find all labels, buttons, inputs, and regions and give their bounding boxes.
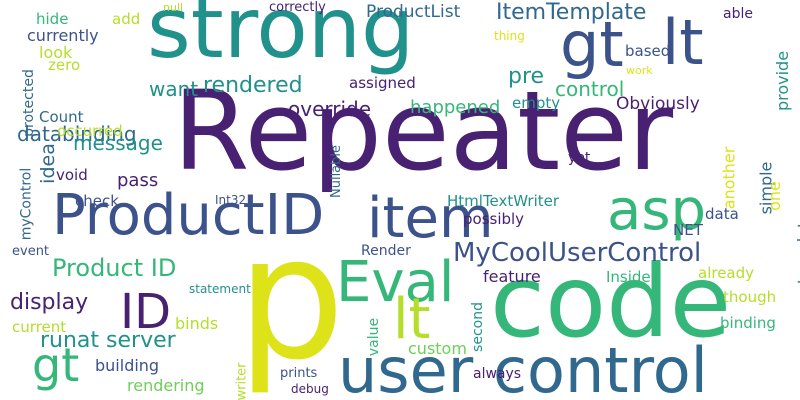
word-repeater: Repeater (173, 67, 674, 195)
word-protected: protected (20, 69, 37, 137)
word-happened: happened (410, 97, 501, 118)
word-int32: Int32 (215, 193, 247, 207)
word-correctly: correctly (269, 0, 326, 15)
word-binding: binding (720, 314, 776, 332)
word-render: Render (361, 243, 411, 259)
word-rendering: rendering (127, 376, 205, 395)
word-second: second (469, 302, 486, 352)
word-current: current (12, 318, 67, 336)
word-work: work (626, 64, 653, 77)
word-control: control (555, 77, 625, 101)
word-id: ID (120, 284, 172, 340)
word-lt: lt (393, 287, 431, 352)
word-one: one (764, 181, 784, 211)
word-thing: thing (494, 29, 525, 43)
word-building: building (95, 356, 160, 375)
word-mycontrol: myControl (18, 167, 35, 241)
word-productid: ProductID (52, 183, 325, 248)
word-provide: provide (773, 50, 793, 112)
word-though: though (723, 288, 777, 306)
word-feature: feature (483, 267, 541, 286)
word-zero: zero (48, 56, 81, 74)
word-count: Count (39, 108, 84, 126)
word-user-control: user control (338, 334, 708, 400)
word-asp: asp (607, 178, 707, 243)
word-add: add (112, 10, 141, 28)
word-net: NET (673, 221, 703, 239)
word-item: item (367, 186, 494, 251)
word-obviously: Obviously (616, 94, 700, 114)
word-yet: yet (568, 150, 591, 166)
word-mycoolusercontrol: MyCoolUserControl (453, 238, 702, 268)
word-eval: Eval (336, 250, 455, 315)
word-code: code (490, 243, 732, 360)
word-assigned: assigned (349, 74, 416, 92)
word-inside: Inside (606, 268, 651, 286)
word-based: based (625, 42, 671, 60)
word-able: able (723, 6, 753, 22)
word-occurred: occurred (57, 122, 123, 140)
word-prints: prints (280, 366, 318, 381)
word-itemtemplate: ItemTemplate (496, 0, 647, 25)
word-productlist: ProductList (366, 2, 461, 22)
word-look: look (39, 43, 73, 62)
word-event: event (12, 244, 50, 259)
word-data: data (705, 205, 739, 223)
word-empty: empty (512, 94, 561, 112)
word-strong: strong (147, 0, 415, 77)
word-writer: writer (234, 362, 250, 400)
word-pre: pre (508, 64, 545, 89)
word-pass: pass (117, 170, 159, 191)
word-p: p (237, 200, 345, 398)
word-gt: gt (32, 338, 80, 392)
word-message: message (73, 131, 163, 155)
word-rendered: rendered (203, 73, 303, 98)
word-always: always (473, 366, 522, 382)
word-databinding: databinding (17, 122, 137, 146)
word-statement: statement (189, 282, 251, 296)
word-value: value (366, 317, 383, 357)
word-currently: currently (27, 26, 99, 45)
word-nullable: Nullable (329, 144, 345, 199)
word-want: want (149, 77, 199, 101)
word-override: override (288, 97, 372, 121)
word-idea: idea (36, 143, 59, 184)
word-null: null (163, 1, 184, 14)
word-custom: custom (408, 339, 467, 358)
word-product-id: Product ID (52, 254, 177, 282)
word-possibly: possibly (463, 210, 525, 228)
word-check: check (75, 192, 119, 210)
word-runat-server: runat server (40, 328, 176, 353)
word-debug: debug (291, 382, 329, 396)
word-hide: hide (36, 10, 69, 28)
word-template: template (794, 211, 800, 285)
word-display: display (10, 290, 89, 315)
word-gt: gt (560, 8, 624, 81)
word-another: another (719, 146, 739, 210)
word-binds: binds (175, 314, 219, 333)
word-already: already (698, 264, 755, 282)
word-lt: lt (662, 6, 704, 79)
word-htmltextwriter: HtmlTextWriter (447, 192, 560, 210)
word-void: void (56, 166, 88, 184)
